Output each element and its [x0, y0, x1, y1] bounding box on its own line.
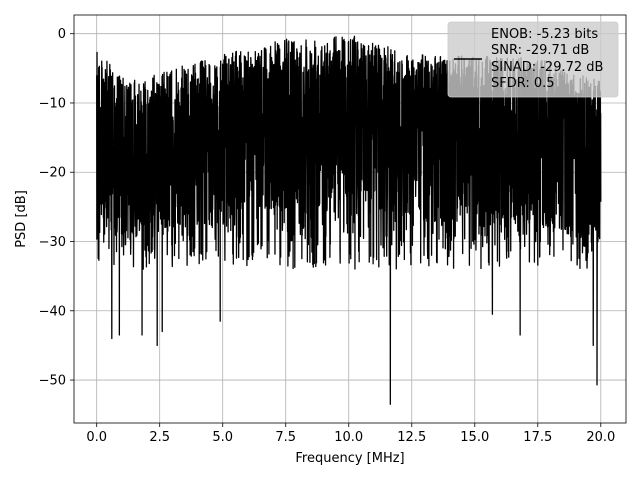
legend-entry-sfdr: SFDR: 0.5 [491, 76, 555, 91]
x-axis-ticks: 0.0 2.5 5.0 7.5 10.0 12.5 15.0 17.5 20.0 [86, 423, 615, 445]
y-axis-label: PSD [dB] [14, 190, 29, 248]
y-tick-label: −30 [39, 235, 66, 250]
y-tick-label: 0 [58, 27, 66, 42]
y-tick-label: −10 [39, 96, 66, 111]
y-tick-label: −40 [39, 304, 66, 319]
psd-series-line [96, 35, 602, 405]
x-tick-label: 10.0 [334, 430, 363, 445]
x-tick-label: 17.5 [523, 430, 552, 445]
legend: ENOB: -5.23 bits SNR: -29.71 dB SINAD: -… [447, 21, 619, 98]
x-tick-label: 20.0 [586, 430, 615, 445]
series-layer [96, 35, 602, 405]
x-tick-label: 5.0 [212, 430, 233, 445]
x-tick-label: 0.0 [86, 430, 107, 445]
plot-area [96, 35, 602, 405]
legend-entry-sinad: SINAD: -29.72 dB [491, 60, 603, 75]
legend-entry-snr: SNR: -29.71 dB [491, 43, 589, 58]
y-tick-label: −20 [39, 166, 66, 181]
x-tick-label: 15.0 [460, 430, 489, 445]
y-tick-label: −50 [39, 374, 66, 389]
axes-frame [73, 14, 627, 424]
legend-entry-enob: ENOB: -5.23 bits [491, 27, 598, 42]
x-axis-label: Frequency [MHz] [295, 451, 404, 466]
x-tick-label: 12.5 [397, 430, 426, 445]
x-tick-label: 7.5 [275, 430, 296, 445]
x-tick-label: 2.5 [149, 430, 170, 445]
y-axis-ticks: 0 −10 −20 −30 −40 −50 [39, 27, 74, 389]
legend-box [447, 21, 619, 98]
